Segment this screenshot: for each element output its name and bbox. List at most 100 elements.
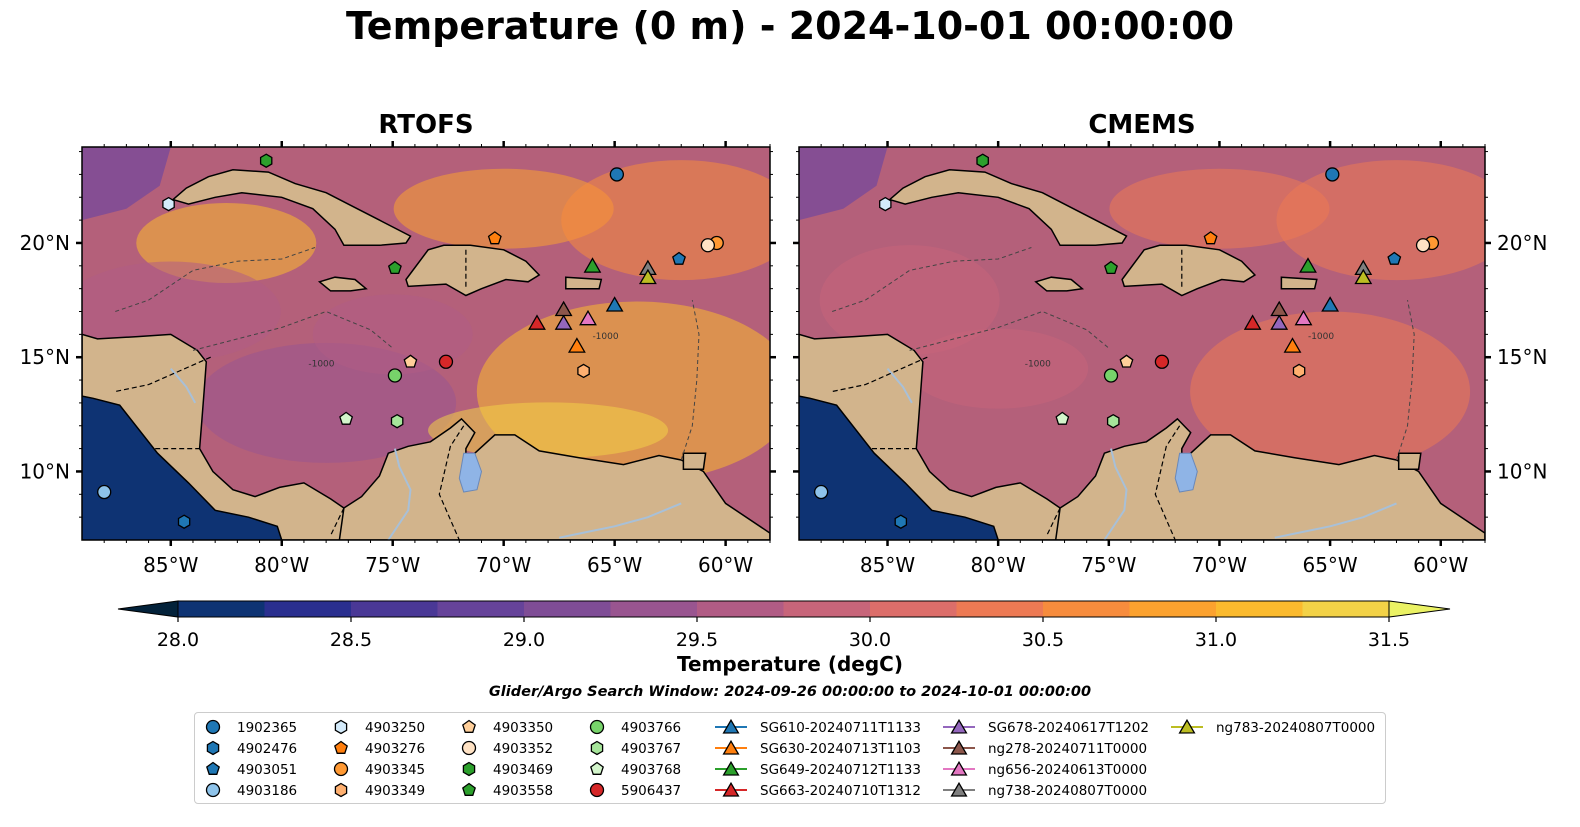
obs-marker-5906437 [438,354,454,369]
legend-entry: 4903186 [205,782,297,799]
y-tick-label: 15°N [20,345,70,369]
country-border [832,356,928,393]
legend-entry: ng278-20240711T0000 [943,739,1147,757]
legend-label: SG663-20240710T1312 [760,783,921,799]
legend-entry: 4903349 [334,782,425,799]
isobath-line [115,247,316,312]
legend: 1902365 4902476 4903051 4903186 4903250 49032… [194,712,1386,804]
legend-label: 4903558 [493,783,553,799]
sst-anomaly-patch [1190,311,1471,472]
colorbar-bin [956,601,1044,617]
land-puertorico [565,276,603,290]
country-border [1046,507,1061,536]
legend-label: 4903768 [621,762,681,778]
obs-marker-4903558 [1104,260,1118,275]
colorbar-bin [870,601,957,617]
isobath-line [909,310,1110,351]
legend-label: 5906437 [621,783,681,799]
obs-marker-4903051 [672,251,686,265]
legend-marker [722,760,740,776]
obs-marker-4903186 [97,484,112,500]
legend-entry: 4903350 [462,719,553,736]
colorbar-tick-label: 29.0 [503,629,545,651]
sst-anomaly-patch [312,294,473,375]
river [558,502,682,539]
obs-marker-4903276 [1203,231,1218,245]
colorbar-bin [524,601,611,617]
land-jamaica [1034,276,1085,292]
obs-marker-4903350 [403,354,418,368]
country-border [1154,425,1181,540]
obs-marker-4903767 [1106,413,1120,429]
colorbar-tick-label: 31.0 [1195,629,1237,651]
legend-label: 1902365 [237,720,297,736]
legend-entry: SG663-20240710T1312 [715,781,921,799]
colorbar-bin [1302,601,1390,617]
colorbar-extend-high [1388,600,1451,618]
colorbar-tick-label: 30.5 [1022,629,1064,651]
legend-label: 4903350 [493,720,553,736]
legend-marker [722,718,740,734]
y-tick-label: 10°N [20,459,70,483]
colorbar-bin [1216,601,1303,617]
gulf-cooler-water [799,147,888,221]
country-border [330,507,345,536]
legend-label: SG630-20240713T1103 [760,741,921,757]
sst-anomaly-patch [393,168,614,249]
x-tick-label: 60°W [698,553,753,577]
colorbar-bin [783,601,871,617]
colorbar-tick-label: 28.5 [330,629,372,651]
legend-marker [206,761,220,775]
obs-marker-4903768 [1055,411,1070,425]
land-hispaniola [405,244,541,297]
sst-anomaly-patch [1276,160,1485,281]
legend-marker [589,782,605,798]
obs-marker-4903250 [879,196,892,212]
obs-marker-4903766 [387,368,403,383]
colorbar: 28.0 28.5 29.0 29.5 30.0 30.5 31.0 31.5 [117,600,1451,651]
legend-marker [722,739,740,755]
gulf-cooler-water [82,147,171,221]
colorbar-title: Temperature (degC) [677,652,903,676]
legend-marker [950,739,968,755]
obs-marker-SG663-20240710T1312 [528,314,546,330]
colorbar-tick-label: 28.0 [157,629,199,651]
legend-marker [589,719,605,735]
legend-entry: SG649-20240712T1133 [715,760,921,778]
x-tick-label: 70°W [1192,553,1247,577]
colorbar-tick-label: 31.5 [1368,629,1410,651]
sst-anomaly-patch [561,160,770,281]
obs-marker-ng783-20240807T0000 [1354,268,1373,285]
sst-anomaly-patch [819,245,1000,356]
legend-entry: 4903352 [461,740,553,757]
legend-marker [205,782,221,798]
legend-marker [950,760,968,776]
legend-entry: 1902365 [205,719,297,736]
legend-label: ng278-20240711T0000 [988,741,1147,757]
legend-marker [950,781,968,797]
legend-marker [462,782,476,796]
legend-marker [334,719,348,735]
x-tick-label: 60°W [1413,553,1468,577]
legend-label: 4903349 [365,783,425,799]
isobath-line [680,300,700,461]
legend-marker [205,719,221,735]
river [1274,502,1397,539]
legend-entry: 4903276 [334,740,425,757]
colorbar-tick-label: 29.5 [676,629,718,651]
legend-entry: SG610-20240711T1133 [715,718,921,736]
obs-marker-ng783-20240807T0000 [638,268,657,285]
obs-marker-1902365 [609,167,625,182]
river [886,367,913,404]
colorbar-bin [178,601,265,617]
x-tick-label: 80°W [971,553,1026,577]
legend-label: 4903767 [621,741,681,757]
legend-label: SG649-20240712T1133 [760,762,921,778]
legend-entry: 4902476 [206,740,297,757]
map-panel-rtofs: -1000 -1000 85°W 80°W 75°W 70°W 65°W 60°W 10°N 15… [20,141,776,577]
obs-marker-4903051 [1387,251,1402,265]
obs-marker-SG649-20240712T1133 [1299,257,1317,273]
lake-maracaibo [458,452,483,493]
land-cuba [888,169,1128,247]
